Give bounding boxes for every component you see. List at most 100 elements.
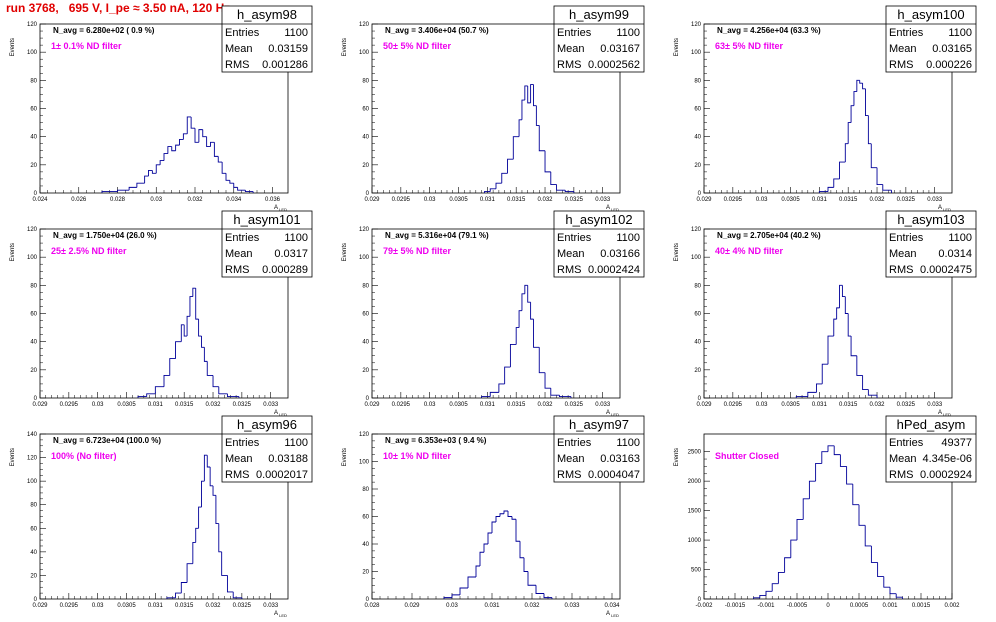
hist-bin <box>550 388 560 396</box>
hist-bin <box>198 319 202 337</box>
hist-bin <box>202 129 207 138</box>
hist-bin <box>195 527 199 543</box>
y-tick-label: 2500 <box>688 450 702 456</box>
hist-bin <box>846 466 853 485</box>
hist-bin <box>816 383 823 393</box>
hist-bin <box>226 575 234 593</box>
y-tick-label: 40 <box>30 135 37 141</box>
hist-bin <box>558 395 571 398</box>
hist-bin <box>201 480 205 508</box>
x-axis-title: A LED <box>274 611 287 618</box>
hist-bin <box>827 445 835 452</box>
hist-bin <box>206 136 211 147</box>
hist-bin <box>501 172 508 184</box>
hist-bin <box>827 186 834 192</box>
hist-bin <box>192 541 196 564</box>
filter-label: 1± 0.1% ND filter <box>51 41 122 51</box>
x-tick-label: 0.032 <box>187 197 203 203</box>
y-tick-label: 120 <box>359 22 370 28</box>
hist-bin <box>527 85 531 104</box>
y-tick-label: 20 <box>694 368 701 374</box>
hist-bin <box>807 391 817 397</box>
hist-bin <box>218 523 222 553</box>
y-tick-label: 100 <box>27 255 38 261</box>
hist-bin <box>190 116 195 129</box>
y-tick-label: 60 <box>30 107 37 113</box>
x-tick-label: 0.024 <box>32 197 48 203</box>
x-tick-label: 0.0295 <box>724 402 743 408</box>
x-axis-title: A LED <box>606 611 619 618</box>
x-tick-label: 0.031 <box>148 603 164 609</box>
x-tick-label: 0.0315 <box>507 197 526 203</box>
hist-bin <box>867 389 878 396</box>
x-axis-title: A LED <box>274 410 287 417</box>
histogram-name: h_asym102 <box>565 212 632 227</box>
navg-label: N_avg = 5.316e+04 (79.1 %) <box>385 231 489 240</box>
hist-bin <box>521 99 525 120</box>
hist-bin <box>839 454 847 467</box>
x-tick-label: 0.031 <box>480 197 496 203</box>
hist-bin <box>226 393 239 398</box>
y-axis-title: Events <box>674 448 680 466</box>
filter-label: 50± 5% ND filter <box>383 41 451 51</box>
hist-bin <box>221 162 226 174</box>
x-tick-label: 0.032 <box>206 603 222 609</box>
hist-bin <box>777 572 785 584</box>
stats-value: 0.03167 <box>600 43 640 55</box>
y-tick-label: 20 <box>30 163 37 169</box>
x-axis-title: A LED <box>938 410 951 417</box>
hist-bin <box>515 327 520 345</box>
x-tick-label: 0.002 <box>944 603 960 609</box>
hist-bin <box>189 296 193 317</box>
stats-box <box>221 5 313 73</box>
hist-bin <box>154 386 164 394</box>
x-tick-label: 0.0305 <box>449 402 468 408</box>
hist-bin <box>148 170 153 177</box>
hist-bin <box>815 463 822 482</box>
hist-bin <box>784 557 791 573</box>
y-tick-label: 100 <box>27 479 38 485</box>
stats-box <box>553 210 645 278</box>
hist-bin <box>206 361 214 376</box>
hist-bin <box>852 484 859 506</box>
hist-bin <box>847 313 852 337</box>
x-axis-title: A LED <box>606 205 619 212</box>
x-tick-label: 0.0315 <box>175 402 194 408</box>
x-tick-label: 0.0015 <box>912 603 931 609</box>
stats-key: Entries <box>889 437 924 449</box>
x-tick-label: 0.0325 <box>897 197 916 203</box>
x-tick-label: 0.03 <box>424 197 436 203</box>
hist-bin <box>206 455 211 468</box>
hist-bin <box>175 341 182 359</box>
navg-label: N_avg = 1.750e+04 (26.0 %) <box>53 231 157 240</box>
x-tick-label: 0.0325 <box>897 402 916 408</box>
filter-label: 10± 1% ND filter <box>383 451 451 461</box>
stats-value: 0.0002924 <box>920 469 972 481</box>
stats-box <box>553 415 645 483</box>
panel-h-asym102: 0 20 40 60 80 100 120 0.029 0.0295 0.03 0.0305 0.03… <box>342 210 645 417</box>
stats-value: 49377 <box>941 437 972 449</box>
y-tick-label: 120 <box>691 22 702 28</box>
stats-key: Mean <box>225 453 253 465</box>
x-tick-label: 0.03 <box>92 603 104 609</box>
hist-bin <box>511 516 516 520</box>
panel-h-asym101: 0 20 40 60 80 100 120 0.029 0.0295 0.03 0.0305 0.03… <box>10 210 313 417</box>
x-tick-label: 0.026 <box>71 197 87 203</box>
stats-value: 1100 <box>284 27 308 39</box>
panel-h-asym98: 0 20 40 60 80 100 120 0.024 0.026 0.028 0.03 0.032 0… <box>10 5 313 212</box>
x-tick-label: 0.0305 <box>449 197 468 203</box>
hist-bin <box>524 284 528 294</box>
x-tick-label: 0.029 <box>364 402 380 408</box>
hist-bin <box>856 355 863 376</box>
y-tick-label: 60 <box>694 107 701 113</box>
x-tick-label: 0.0295 <box>60 603 79 609</box>
x-tick-label: 0.032 <box>538 197 554 203</box>
x-tick-label: 0.03 <box>424 402 436 408</box>
stats-value: 1100 <box>284 437 308 449</box>
y-tick-label: 0 <box>698 597 702 603</box>
x-tick-label: 0.0325 <box>565 402 584 408</box>
hist-bin <box>533 84 537 107</box>
hist-bin <box>175 144 180 151</box>
hist-bin <box>146 393 156 397</box>
hist-bin <box>203 454 208 482</box>
